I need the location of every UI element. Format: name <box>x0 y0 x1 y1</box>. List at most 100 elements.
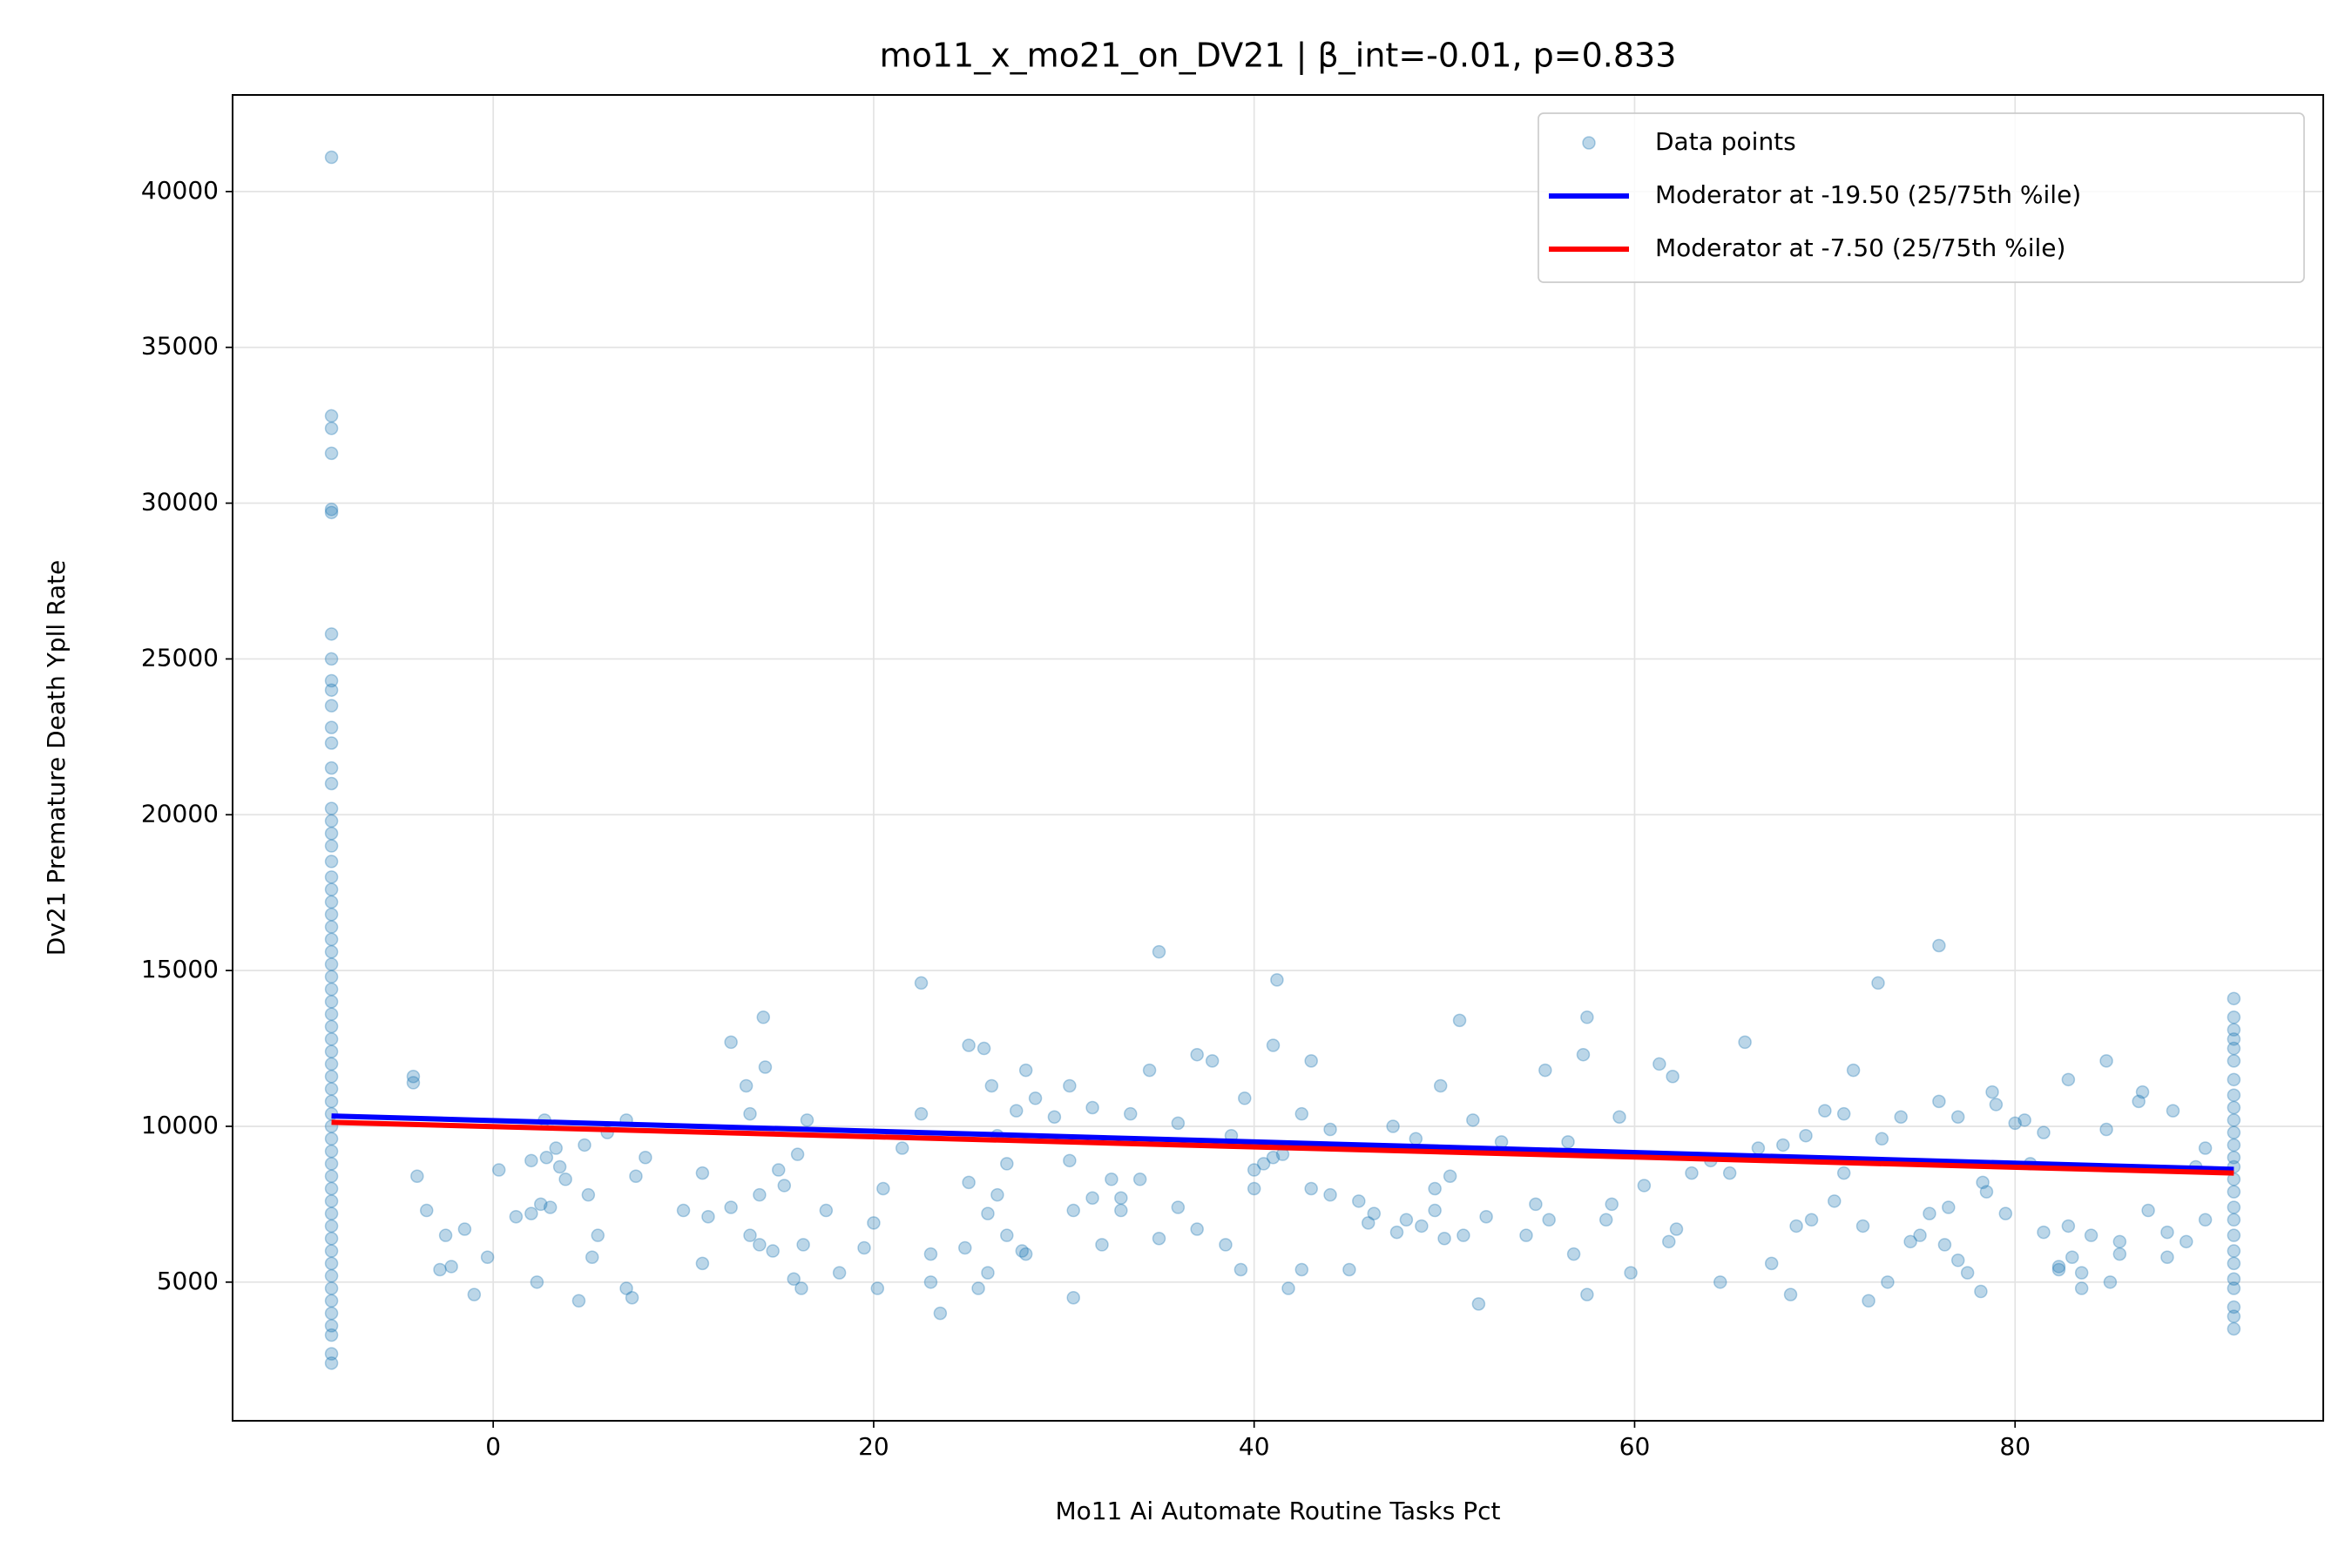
data-point <box>1247 1181 1261 1196</box>
data-point <box>324 409 339 423</box>
data-point <box>739 1078 754 1093</box>
data-point <box>962 1038 976 1052</box>
data-point <box>1783 1288 1798 1301</box>
data-point <box>524 1153 538 1168</box>
data-point <box>324 720 339 734</box>
data-point <box>923 1247 938 1261</box>
data-point <box>981 1266 995 1280</box>
data-point <box>1804 1213 1819 1227</box>
data-point <box>324 1157 339 1171</box>
data-point <box>558 1173 572 1186</box>
data-point <box>1428 1203 1442 1218</box>
data-point <box>324 446 339 461</box>
data-point <box>1471 1297 1486 1311</box>
data-point <box>2198 1141 2213 1155</box>
data-point <box>324 505 339 520</box>
data-point <box>1399 1213 1414 1227</box>
y-tick-label: 10000 <box>141 1111 219 1139</box>
data-point <box>1612 1110 1626 1124</box>
data-point <box>2227 1200 2241 1214</box>
data-point <box>796 1238 810 1252</box>
data-point <box>1637 1179 1652 1193</box>
grid <box>233 95 2323 1421</box>
x-tick-label: 0 <box>485 1432 501 1461</box>
data-point <box>1152 1231 1166 1246</box>
data-point <box>832 1266 847 1280</box>
data-point <box>1871 976 1885 990</box>
data-point <box>2227 1010 2241 1024</box>
data-point <box>552 1159 567 1174</box>
data-point <box>324 895 339 909</box>
data-point <box>1828 1194 1842 1208</box>
data-point <box>1989 1098 2004 1112</box>
data-point <box>2141 1203 2155 1218</box>
data-point <box>1950 1254 1965 1267</box>
data-point <box>324 1007 339 1021</box>
data-point <box>1114 1191 1128 1205</box>
data-point <box>578 1138 591 1152</box>
data-point <box>971 1281 985 1295</box>
data-point <box>819 1203 834 1218</box>
y-tick-label: 35000 <box>141 332 219 361</box>
data-point <box>787 1272 801 1286</box>
data-point <box>1294 1106 1309 1121</box>
legend-label: Data points <box>1655 127 1796 156</box>
data-point <box>2132 1094 2146 1109</box>
data-point <box>2103 1275 2118 1289</box>
data-point <box>981 1206 995 1220</box>
data-point <box>1009 1104 1024 1118</box>
data-point <box>1789 1219 1803 1233</box>
data-point <box>1124 1106 1138 1121</box>
data-point <box>743 1106 757 1121</box>
data-point <box>438 1228 453 1242</box>
data-point <box>1437 1231 1451 1246</box>
data-point <box>539 1150 554 1165</box>
data-point <box>2227 1272 2241 1286</box>
data-point <box>324 1356 339 1370</box>
data-point <box>1352 1194 1366 1208</box>
data-point <box>923 1275 938 1289</box>
data-point <box>530 1275 544 1289</box>
x-tick-label: 60 <box>1619 1432 1651 1461</box>
data-point <box>581 1187 596 1202</box>
data-point <box>1132 1173 1147 1186</box>
data-point <box>324 814 339 828</box>
data-point <box>1238 1092 1252 1105</box>
data-point <box>2227 1281 2241 1295</box>
data-point <box>534 1197 548 1212</box>
data-point <box>1662 1234 1676 1249</box>
data-point <box>324 1294 339 1308</box>
data-point <box>480 1250 495 1264</box>
data-point <box>743 1228 757 1242</box>
data-point <box>324 1069 339 1084</box>
y-tick-label: 40000 <box>141 176 219 205</box>
data-point <box>1085 1100 1099 1115</box>
data-point <box>324 652 339 666</box>
data-point <box>1542 1213 1556 1227</box>
data-point <box>324 683 339 697</box>
data-point <box>1386 1119 1400 1133</box>
data-point <box>406 1076 421 1090</box>
data-point <box>914 976 929 990</box>
data-point <box>1764 1256 1779 1271</box>
data-point <box>2017 1113 2031 1127</box>
data-point <box>1433 1078 1448 1093</box>
data-point <box>800 1113 814 1127</box>
data-point <box>1875 1132 1889 1146</box>
data-point <box>324 1319 339 1333</box>
data-point <box>1294 1262 1309 1277</box>
data-point <box>324 1347 339 1361</box>
data-point <box>543 1200 558 1214</box>
data-point <box>324 1194 339 1208</box>
data-point <box>857 1240 871 1255</box>
data-point <box>1881 1275 1895 1289</box>
data-point <box>1932 1094 1946 1109</box>
data-point <box>324 826 339 841</box>
data-point <box>324 1181 339 1196</box>
data-point <box>1270 973 1284 987</box>
data-point <box>324 982 339 997</box>
data-point <box>2227 1032 2241 1046</box>
data-point <box>324 1328 339 1342</box>
data-point <box>724 1200 738 1214</box>
